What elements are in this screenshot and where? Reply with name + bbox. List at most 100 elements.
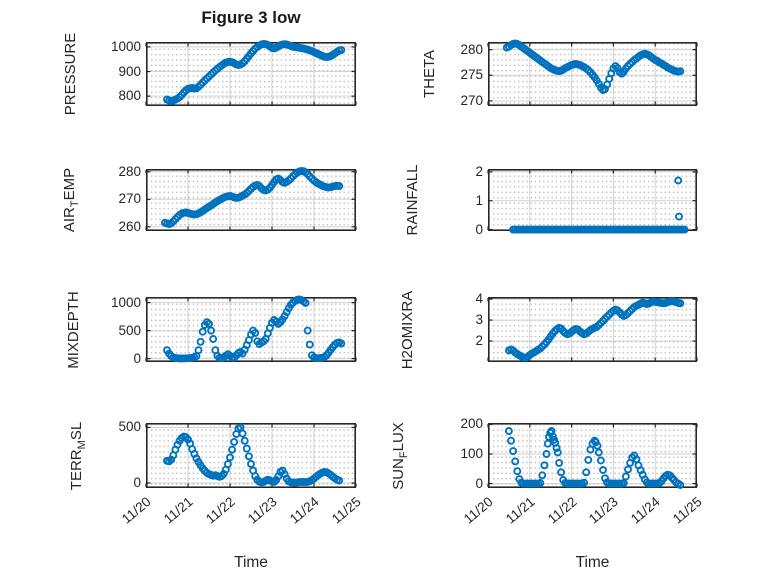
- ytick-label: 2: [475, 333, 483, 349]
- ytick-label: 270: [118, 191, 141, 207]
- ytick-label: 500: [118, 419, 141, 435]
- subplot-pressure: 800 900 1000 PRESSURE: [62, 33, 357, 115]
- ytick-label: 4: [475, 291, 483, 307]
- plot-area-pressure: [145, 40, 357, 107]
- axes-frame: [488, 423, 697, 489]
- ytick-label: 2: [475, 163, 483, 179]
- ytick-label: 0: [475, 221, 483, 237]
- xtick-label: 11/23: [586, 494, 622, 527]
- ylabel-text: SL: [68, 421, 85, 440]
- scatter-series-theta: [502, 39, 685, 95]
- major-grid: [489, 424, 696, 487]
- scatter-series-mixdepth: [163, 295, 346, 363]
- plot-area-mixdepth: [145, 295, 357, 363]
- plot-area-sun_flux: [487, 423, 698, 489]
- scatter-series-sun_flux: [504, 427, 685, 489]
- ytick-label: 0: [475, 475, 483, 491]
- xtick-label: 11/24: [628, 494, 663, 527]
- axes-frame: [488, 297, 697, 363]
- ytick-label: 275: [460, 67, 483, 83]
- ylabel-text: MIXDEPTH: [65, 290, 82, 369]
- ytick-label: 500: [118, 322, 141, 338]
- ytick-label: 0: [133, 475, 141, 490]
- ylabel-text: PRESSURE: [62, 32, 79, 116]
- ytick-label: 280: [118, 163, 141, 179]
- subplot-mixdepth: 0 500 1000 MIXDEPTH: [65, 291, 357, 368]
- plot-area-terr_msl: [145, 423, 357, 489]
- scatter-series-rainfall: [509, 176, 689, 234]
- scatter-series-h2omixra: [504, 297, 685, 362]
- xtick-label: 11/20: [460, 494, 496, 527]
- xtick-label: 11/23: [244, 494, 280, 527]
- scatter-series-air_temp: [160, 166, 344, 229]
- tick-marks: [487, 43, 698, 105]
- axes-frame: [146, 297, 356, 363]
- tick-marks: [145, 424, 357, 487]
- tick-marks: [487, 170, 698, 231]
- tick-marks: [145, 170, 357, 230]
- ylabel-subscript: M: [76, 439, 88, 449]
- time-axis-label: Time: [575, 554, 610, 571]
- ylabel-terr_msl: TERRMSL: [68, 386, 88, 526]
- ylabel-text: H2OMIXRA: [399, 290, 416, 369]
- subplot-theta: 270 275 280 THETA: [421, 39, 698, 108]
- ytick-label: 1000: [110, 294, 141, 310]
- ylabel-text: THETA: [421, 49, 438, 99]
- scatter-series-pressure: [163, 40, 346, 106]
- ytick-label: 1: [475, 192, 483, 208]
- ylabel-subscript: T: [69, 200, 81, 208]
- ylabel-text: AIR: [61, 207, 78, 233]
- plot-area-air_temp: [145, 166, 357, 232]
- xtick-label: 11/24: [286, 494, 322, 527]
- plot-area-rainfall: [487, 169, 698, 234]
- xtick-label: 11/22: [544, 494, 580, 527]
- ylabel-rainfall: RAINFALL: [404, 130, 422, 270]
- axes-frame: [488, 42, 697, 107]
- ylabel-text: EMP: [61, 167, 78, 201]
- ylabel-text: TERR: [68, 448, 85, 490]
- subplot-rainfall: 0 1 2 RAINFALL: [404, 164, 698, 237]
- ylabel-theta: THETA: [421, 4, 439, 144]
- ytick-label: 900: [118, 63, 141, 79]
- scatter-series-terr_msl: [163, 423, 344, 487]
- ylabel-pressure: PRESSURE: [62, 4, 80, 144]
- ytick-label: 100: [460, 446, 483, 462]
- ytick-label: 3: [475, 312, 483, 328]
- ylabel-sun_flux: SUNFLUX: [390, 386, 410, 526]
- axes-frame: [146, 423, 356, 489]
- figure-title: Figure 3 low: [201, 8, 301, 27]
- major-grid: [489, 170, 696, 230]
- subplot-air_temp: 260 270 280 AIRTEMP: [61, 164, 357, 234]
- ytick-label: 800: [118, 88, 141, 104]
- ytick-label: 280: [460, 41, 483, 57]
- subplot-sun_flux: 0 100 200 SUNFLUX 11/20 11/21 11/22 11/23 11/24 1…: [390, 416, 705, 571]
- ylabel-air_temp: AIRTEMP: [61, 130, 81, 270]
- ylabel-text: LUX: [390, 421, 407, 451]
- ylabel-mixdepth: MIXDEPTH: [65, 260, 83, 400]
- ytick-label: 270: [460, 92, 483, 108]
- ylabel-text: SUN: [390, 457, 407, 490]
- plot-area-theta: [487, 39, 698, 107]
- ylabel-h2omixra: H2OMIXRA: [399, 260, 417, 400]
- xtick-label: 11/20: [118, 494, 154, 527]
- axes-frame: [146, 169, 356, 232]
- ylabel-text: RAINFALL: [404, 164, 421, 236]
- xtick-label: 11/25: [328, 494, 364, 527]
- axes-frame: [146, 42, 356, 107]
- time-axis-label: Time: [234, 554, 268, 571]
- plot-area-h2omixra: [487, 297, 698, 363]
- xtick-label: 11/22: [202, 494, 238, 527]
- ytick-label: 260: [118, 218, 141, 234]
- minor-grid-dots: [490, 171, 695, 229]
- subplot-terr_msl: 0 500 TERRMSL 11/20 11/21 11/22 11/23 11/24 11/2…: [68, 419, 364, 571]
- ytick-label: 1000: [110, 38, 141, 54]
- ylabel-subscript: F: [398, 450, 410, 458]
- major-grid: [147, 424, 355, 487]
- xtick-label: 11/21: [502, 494, 538, 527]
- xtick-label: 11/25: [669, 494, 705, 527]
- subplot-h2omixra: 2 3 4 H2OMIXRA: [399, 290, 698, 369]
- xtick-label: 11/21: [160, 494, 196, 527]
- ytick-label: 200: [460, 416, 483, 432]
- ytick-label: 0: [133, 350, 141, 366]
